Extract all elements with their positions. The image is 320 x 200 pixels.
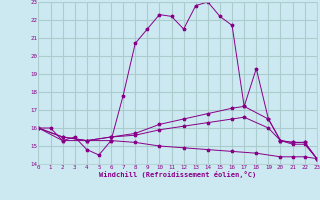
X-axis label: Windchill (Refroidissement éolien,°C): Windchill (Refroidissement éolien,°C)	[99, 171, 256, 178]
